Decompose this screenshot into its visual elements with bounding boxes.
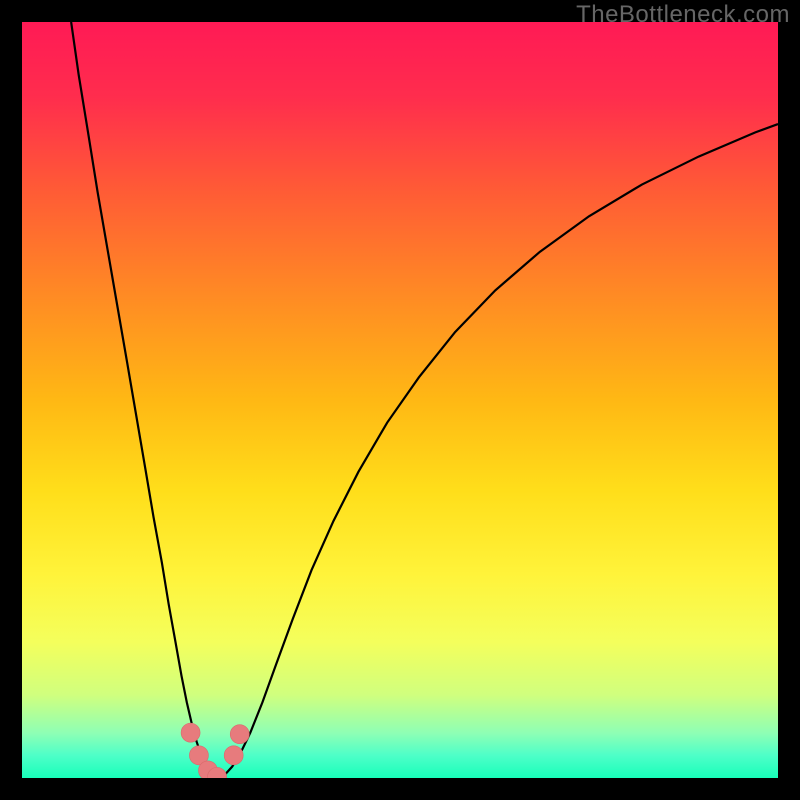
curve-left	[71, 22, 218, 778]
curve-right	[219, 124, 778, 778]
marker-group-left	[181, 723, 226, 778]
marker-dot	[181, 723, 200, 742]
marker-dot	[230, 725, 249, 744]
watermark-text: TheBottleneck.com	[576, 1, 790, 29]
marker-dot	[224, 746, 243, 765]
plot-svg	[22, 22, 778, 778]
plot-area	[22, 22, 778, 778]
